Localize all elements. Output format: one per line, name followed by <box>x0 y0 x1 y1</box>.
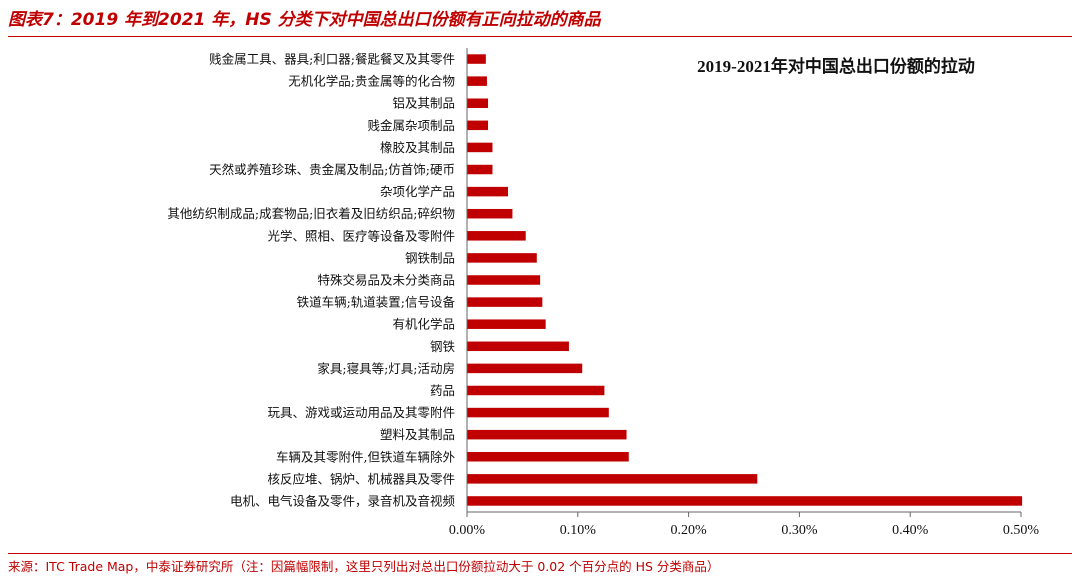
bar <box>467 452 629 462</box>
category-label: 钢铁制品 <box>405 250 455 265</box>
bar <box>467 142 493 153</box>
x-tick-label: 0.00% <box>449 523 486 538</box>
bar <box>467 208 513 219</box>
category-label: 无机化学品;贵金属等的化合物 <box>288 74 455 89</box>
bar <box>467 231 526 241</box>
bar <box>467 186 508 197</box>
bar-chart: 贱金属工具、器具;利口器;餐匙餐叉及其零件无机化学品;贵金属等的化合物铝及其制品… <box>167 48 1040 538</box>
bar <box>467 275 541 285</box>
category-label: 电机、电气设备及零件，录音机及音视频 <box>230 493 456 508</box>
category-label: 药品 <box>430 383 455 398</box>
bar <box>467 385 605 396</box>
bar <box>467 407 609 418</box>
source-rule <box>8 553 1072 554</box>
figure-header: 图表7：2019 年到2021 年，HS 分类下对中国总出口份额有正向拉动的商品 <box>8 10 601 30</box>
header-rule <box>8 36 1072 37</box>
category-label: 钢铁 <box>430 339 456 354</box>
bar <box>467 496 1023 506</box>
bar <box>467 98 489 108</box>
bar <box>467 363 583 374</box>
category-labels: 贱金属工具、器具;利口器;餐匙餐叉及其零件无机化学品;贵金属等的化合物铝及其制品… <box>167 52 455 509</box>
category-label: 铁道车辆;轨道装置;信号设备 <box>297 295 456 310</box>
bar <box>467 341 569 352</box>
category-label: 有机化学品 <box>392 317 455 332</box>
category-label: 核反应堆、锅炉、机械器具及零件 <box>267 471 455 486</box>
category-label: 其他纺织制成品;成套物品;旧衣着及旧纺织品;碎织物 <box>167 206 455 221</box>
bar <box>467 76 487 86</box>
bar-group <box>467 54 1023 506</box>
category-label: 塑料及其制品 <box>380 427 455 442</box>
x-axis-ticks: 0.00% 0.10% 0.20% 0.30% 0.40% 0.50% <box>449 512 1040 538</box>
bar <box>467 319 546 329</box>
bar <box>467 54 486 64</box>
x-tick-label: 0.10% <box>560 523 597 538</box>
category-label: 车辆及其零附件,但铁道车辆除外 <box>276 449 455 464</box>
category-label: 玩具、游戏或运动用品及其零附件 <box>267 405 455 420</box>
category-label: 橡胶及其制品 <box>380 140 455 155</box>
category-label: 杂项化学产品 <box>380 184 455 199</box>
category-label: 特殊交易品及未分类商品 <box>317 273 455 288</box>
bar <box>467 297 543 307</box>
x-tick-label: 0.50% <box>1003 523 1040 538</box>
category-label: 贱金属工具、器具;利口器;餐匙餐叉及其零件 <box>209 52 455 67</box>
category-label: 家具;寝具等;灯具;活动房 <box>317 361 455 376</box>
category-label: 天然或养殖珍珠、贵金属及制品;仿首饰;硬币 <box>209 162 455 177</box>
category-label: 铝及其制品 <box>392 96 455 111</box>
figure-source: 来源：ITC Trade Map，中泰证券研究所（注：因篇幅限制，这里只列出对总… <box>8 559 720 574</box>
category-label: 光学、照相、医疗等设备及零附件 <box>267 228 455 243</box>
x-tick-label: 0.20% <box>671 523 708 538</box>
bar <box>467 120 489 131</box>
bar <box>467 474 758 484</box>
bar <box>467 429 627 440</box>
x-tick-label: 0.30% <box>781 523 818 538</box>
x-tick-label: 0.40% <box>892 523 929 538</box>
category-label: 贱金属杂项制品 <box>367 118 455 133</box>
bar <box>467 164 493 175</box>
bar <box>467 253 537 263</box>
chart-title: 2019-2021年对中国总出口份额的拉动 <box>697 56 975 76</box>
